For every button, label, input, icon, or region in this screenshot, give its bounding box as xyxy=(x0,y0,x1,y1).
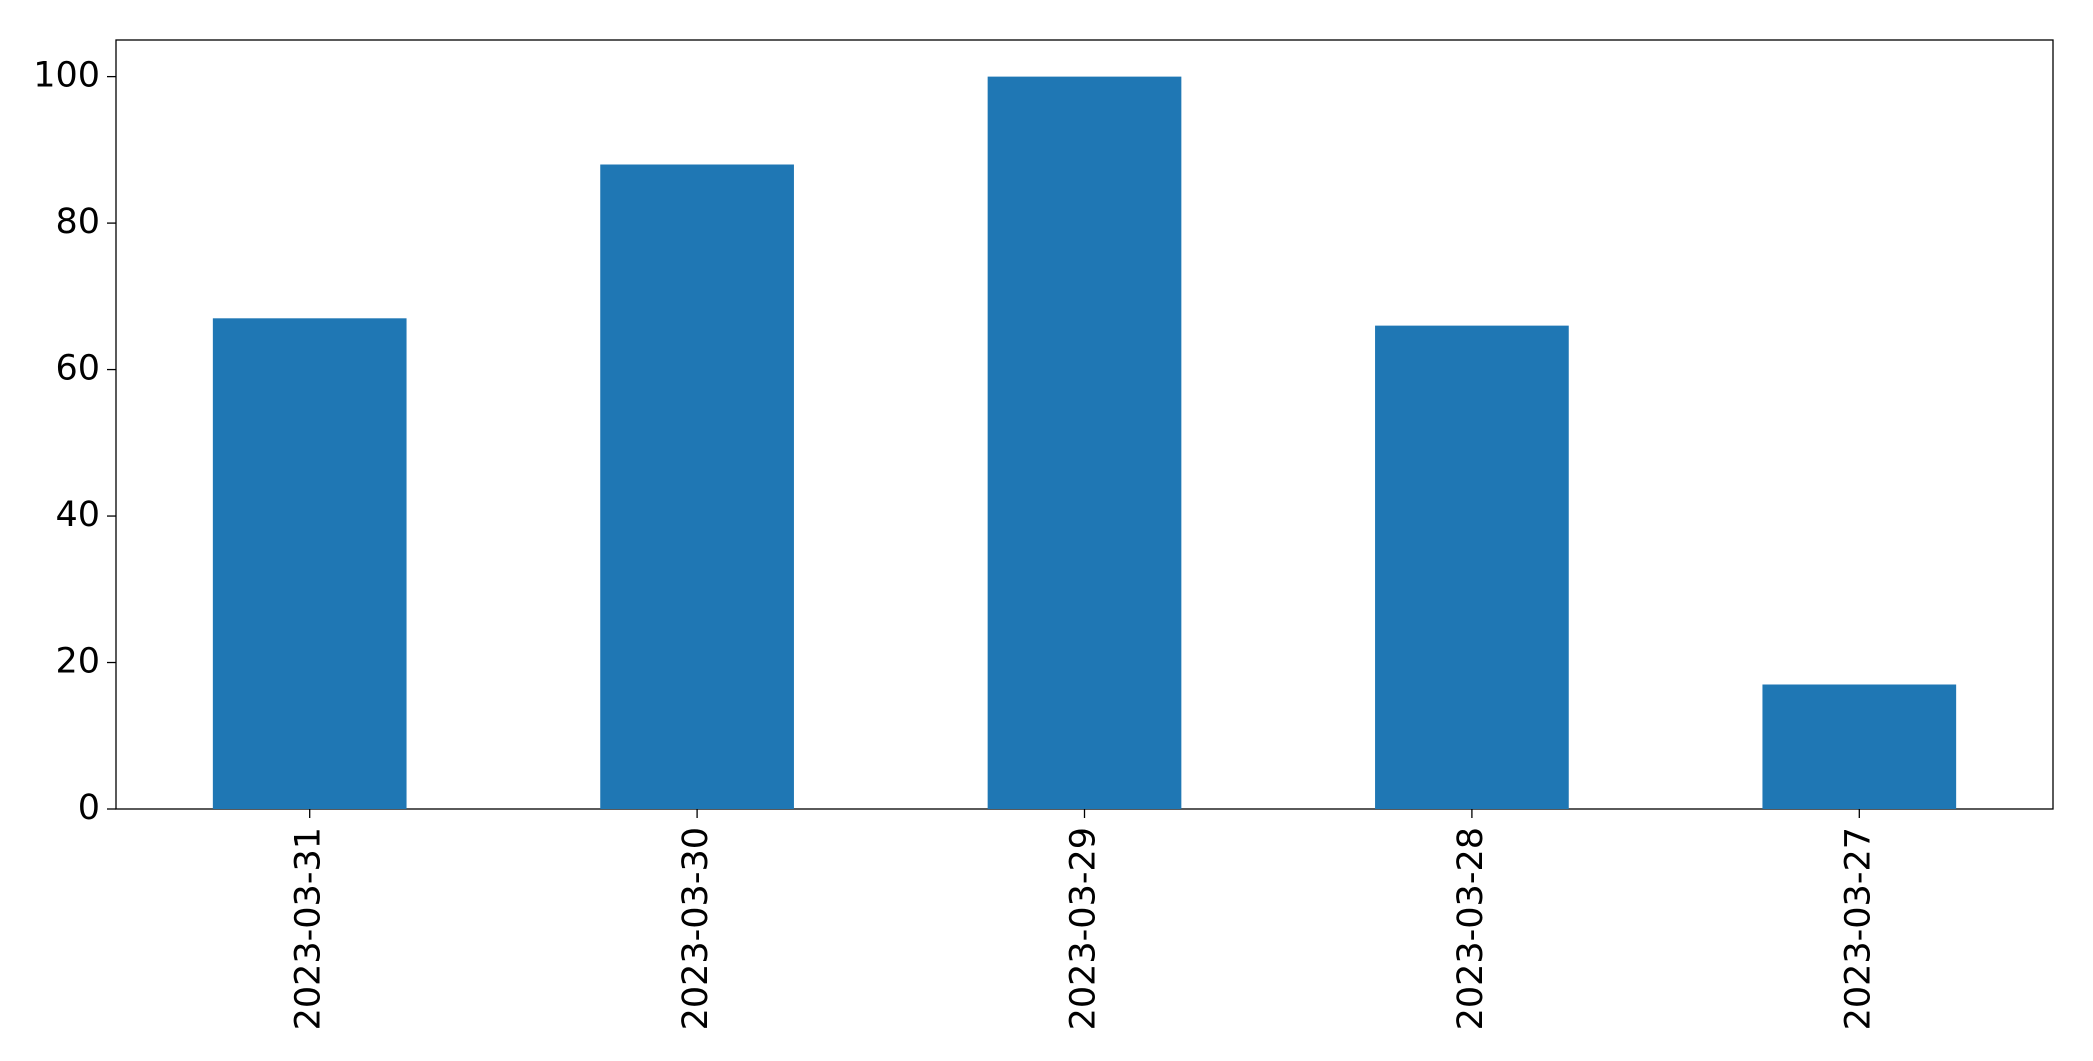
bar xyxy=(1375,325,1569,809)
y-tick-label: 60 xyxy=(55,349,100,389)
bar xyxy=(987,76,1182,810)
x-tick-label: 2023-03-27 xyxy=(1838,827,1878,1030)
x-tick-label: 2023-03-30 xyxy=(676,827,716,1030)
x-tick-label: 2023-03-29 xyxy=(1064,827,1104,1030)
x-tick-label: 2023-03-28 xyxy=(1451,827,1491,1030)
y-tick-label: 0 xyxy=(78,788,100,828)
y-tick-label: 40 xyxy=(55,495,100,535)
bar xyxy=(600,164,794,809)
x-tick-label: 2023-03-31 xyxy=(289,827,329,1030)
bar xyxy=(1762,684,1957,809)
y-tick-label: 80 xyxy=(55,202,100,242)
bar xyxy=(212,318,407,809)
y-tick-label: 20 xyxy=(55,642,100,682)
y-tick-label: 100 xyxy=(33,56,100,96)
